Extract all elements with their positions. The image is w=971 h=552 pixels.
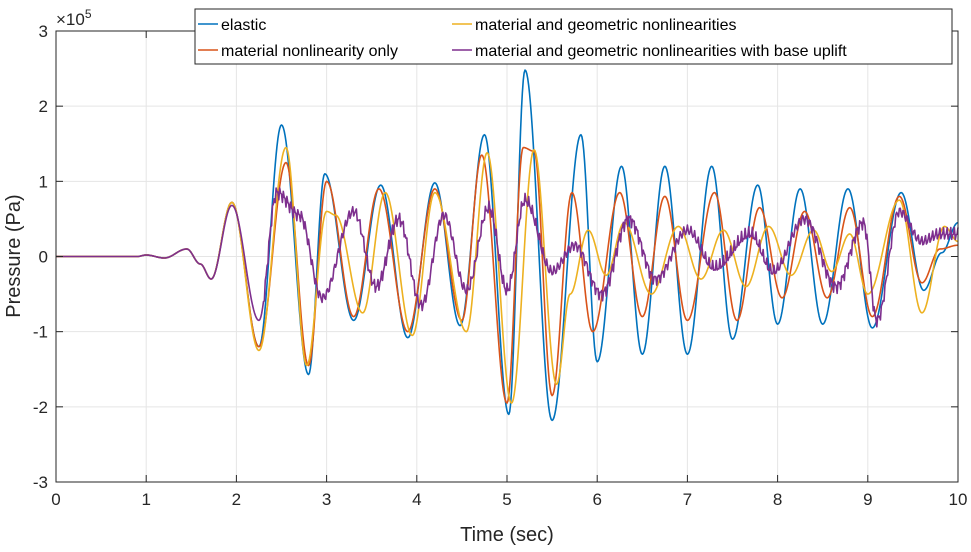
y-tick-label: -3: [33, 473, 48, 492]
x-tick-label: 3: [322, 490, 331, 509]
legend-box: [194, 8, 953, 65]
x-tick-label: 9: [863, 490, 872, 509]
legend-label-material-geometric: material and geometric nonlinearities: [475, 17, 736, 34]
legend-label-elastic: elastic: [221, 17, 266, 34]
x-tick-label: 7: [683, 490, 692, 509]
legend: elastic material nonlinearity only mater…: [194, 8, 953, 65]
y-axis-title: Pressure (Pa): [3, 194, 25, 317]
x-tick-label: 5: [502, 490, 511, 509]
x-tick-label: 8: [773, 490, 782, 509]
series-line-3: [56, 187, 959, 328]
x-tick-label: 0: [51, 490, 60, 509]
x-tick-label: 10: [949, 490, 968, 509]
y-tick-label: 3: [39, 22, 48, 41]
y-scale-factor: ×105: [56, 7, 92, 29]
x-tick-labels: 0 1 2 3 4 5 6 7 8 9 10: [51, 490, 967, 509]
x-tick-label: 2: [232, 490, 241, 509]
y-tick-label: 2: [39, 97, 48, 116]
series-group: [56, 69, 959, 422]
x-tick-label: 6: [592, 490, 601, 509]
y-tick-label: 0: [39, 248, 48, 267]
x-tick-label: 1: [141, 490, 150, 509]
legend-label-material-nonlinearity: material nonlinearity only: [221, 43, 398, 60]
x-axis-title: Time (sec): [460, 524, 554, 546]
y-tick-labels: -3 -2 -1 0 1 2 3: [33, 22, 48, 492]
y-tick-label: 1: [39, 172, 48, 191]
x-tick-label: 4: [412, 490, 421, 509]
y-tick-label: -1: [33, 323, 48, 342]
legend-label-base-uplift: material and geometric nonlinearities wi…: [475, 43, 847, 60]
y-tick-label: -2: [33, 398, 48, 417]
